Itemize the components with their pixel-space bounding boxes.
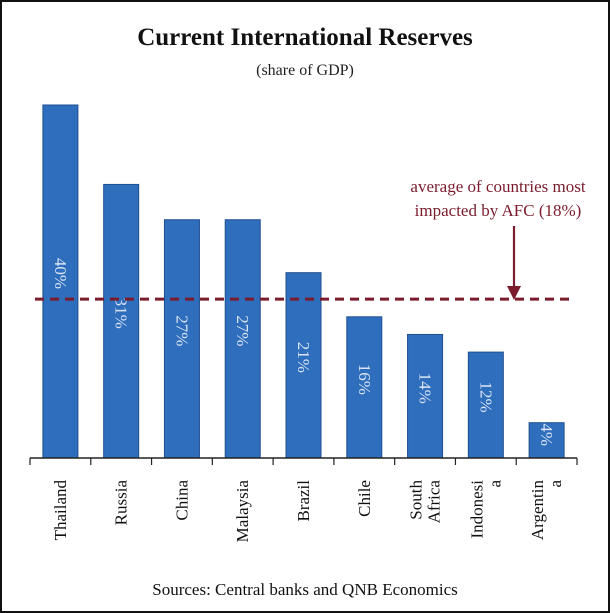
bar-data-label: 40% <box>51 258 70 289</box>
bar-data-label: 12% <box>476 381 495 412</box>
bar-data-label: 21% <box>294 342 313 373</box>
bar-south-africa <box>407 333 444 459</box>
chart-title: Current International Reserves <box>137 24 473 51</box>
bar-chart: 40% Thailand 31% Russia 27% China 27% Malaysia 2… <box>29 104 586 543</box>
bar-indonesia <box>467 351 504 459</box>
chart-subtitle: (share of GDP) <box>256 62 354 79</box>
reference-line-label: impacted by AFC (18%) <box>415 201 582 220</box>
x-tick-label: Russia <box>112 480 131 526</box>
x-tick-label: Malaysia <box>233 480 252 543</box>
bar-russia <box>103 183 140 459</box>
x-tick-label: a <box>485 480 504 488</box>
bar-data-label: 16% <box>355 364 374 395</box>
bar-data-label: 14% <box>416 373 435 404</box>
annotation-arrow-head <box>507 286 521 300</box>
x-tick-label: Brazil <box>294 480 313 522</box>
x-tick-label: Africa <box>425 480 444 524</box>
bar-data-label: 27% <box>233 315 252 346</box>
x-tick-label: Chile <box>355 480 374 517</box>
x-tick-label: South <box>407 480 426 520</box>
bar-data-label: 27% <box>172 315 191 346</box>
x-tick-label: Indonesi <box>467 480 486 539</box>
reference-line-label: average of countries most <box>410 177 585 196</box>
bar-thailand <box>42 104 79 459</box>
x-tick-label: Argentin <box>528 480 547 541</box>
bar-data-label: 31% <box>112 298 131 329</box>
bar-argentina <box>528 422 565 459</box>
chart-source: Sources: Central banks and QNB Economics <box>152 580 458 599</box>
x-tick-label: Thailand <box>51 480 70 541</box>
bar-data-label: 4% <box>537 423 556 446</box>
x-tick-label: China <box>172 480 191 521</box>
x-tick-label: a <box>546 480 565 488</box>
